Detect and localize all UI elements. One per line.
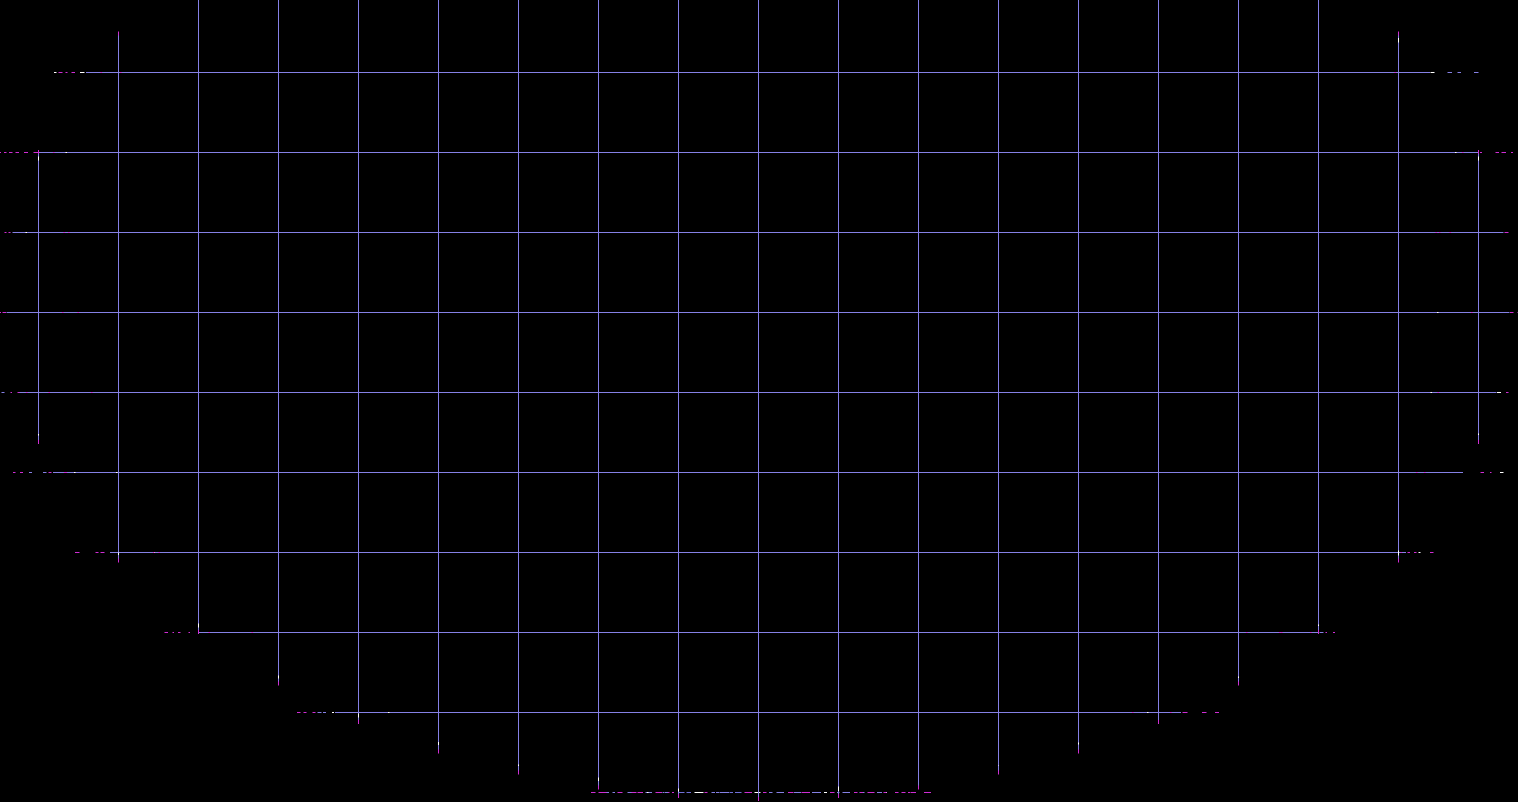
ellipse-grid-svg — [0, 0, 1518, 802]
graphics-screen — [0, 0, 1518, 802]
